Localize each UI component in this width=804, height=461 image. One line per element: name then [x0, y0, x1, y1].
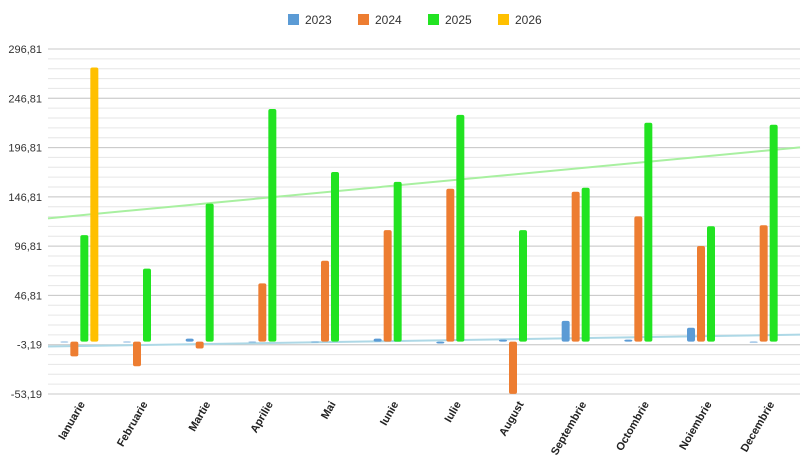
x-tick-label: Martie — [187, 400, 214, 434]
bar-2024-noiembrie — [697, 245, 705, 342]
bar-2025-decembrie — [769, 124, 778, 342]
bar-2024-septembrie — [571, 191, 580, 342]
x-tick-label: Aprilie — [248, 400, 276, 436]
bar-2023-aprilie — [248, 341, 257, 343]
bar-2025-mai — [331, 172, 339, 342]
bar-2023-ianuarie — [60, 341, 69, 343]
legend-label-2025: 2025 — [445, 13, 472, 27]
x-tick-label: Octombrie — [614, 400, 652, 454]
bar-2023-martie — [185, 338, 194, 342]
bar-2025-august — [519, 230, 527, 342]
x-tick-label: Noiembrie — [677, 400, 714, 453]
bar-2024-aprilie — [258, 283, 267, 342]
y-tick-label: -53,19 — [11, 389, 42, 401]
bar-2024-decembrie — [759, 225, 768, 342]
bar-2024-august — [509, 341, 517, 394]
trendline-2025 — [47, 146, 801, 220]
bar-2023-octombrie — [624, 339, 633, 342]
bar-2023-decembrie — [749, 341, 758, 343]
y-tick-label: 96,81 — [14, 241, 42, 253]
bar-2025-ianuarie — [80, 235, 89, 342]
bar-2024-ianuarie — [70, 341, 79, 357]
bar-2025-iunie — [393, 181, 402, 342]
x-tick-label: Decembrie — [739, 400, 778, 455]
y-tick-label: 46,81 — [14, 290, 42, 302]
bar-2023-august — [499, 339, 507, 342]
bar-2024-februarie — [133, 341, 141, 367]
bar-2026-ianuarie — [90, 67, 99, 342]
bar-2023-septembrie — [561, 320, 570, 342]
bar-2025-octombrie — [644, 122, 653, 342]
bar-2023-noiembrie — [687, 327, 695, 342]
y-tick-label: -3,19 — [17, 340, 42, 352]
x-tick-label: Ianuarie — [56, 400, 87, 443]
x-tick-label: Februarie — [115, 400, 150, 449]
y-tick-label: 146,81 — [8, 192, 42, 204]
bar-2025-februarie — [143, 268, 151, 342]
legend-swatch-2026 — [498, 14, 509, 25]
x-axis: Ianuarie Februarie Martie Aprilie Mai Iunie Iu… — [56, 399, 777, 457]
legend-label-2023: 2023 — [305, 13, 332, 27]
x-tick-label: Septembrie — [549, 400, 589, 458]
legend-swatch-2025 — [428, 14, 439, 25]
bar-2024-mai — [321, 260, 329, 342]
bar-2024-iunie — [383, 230, 392, 342]
bar-2024-octombrie — [634, 216, 643, 342]
grid-lines — [48, 48, 800, 395]
bar-2025-aprilie — [268, 108, 277, 342]
bar-2023-iunie — [373, 338, 382, 342]
y-tick-label: 196,81 — [8, 143, 42, 155]
bar-2025-martie — [205, 203, 214, 342]
y-tick-label: 296,81 — [8, 44, 42, 56]
bar-2023-februarie — [123, 341, 131, 343]
trendline-2023 — [47, 333, 801, 348]
legend-swatch-2023 — [288, 14, 299, 25]
y-axis: 296,81 246,81 196,81 146,81 96,81 46,81 -3,19 -… — [8, 44, 42, 401]
y-tick-label: 246,81 — [8, 93, 42, 105]
bar-2025-noiembrie — [707, 226, 715, 342]
bar-2024-iulie — [446, 188, 455, 342]
bar-2023-mai — [311, 341, 319, 343]
legend-swatch-2024 — [358, 14, 369, 25]
bars — [60, 67, 778, 394]
legend: 2023 2024 2025 2026 — [288, 13, 542, 27]
bar-2025-septembrie — [581, 187, 590, 342]
trendlines — [47, 146, 801, 348]
bar-2025-iulie — [456, 114, 465, 342]
bar-2023-iulie — [436, 341, 445, 344]
legend-label-2026: 2026 — [515, 13, 542, 27]
x-tick-label: August — [497, 399, 527, 438]
legend-label-2024: 2024 — [375, 13, 402, 27]
x-tick-label: Iunie — [378, 400, 401, 428]
x-tick-label: Mai — [319, 400, 339, 422]
bar-2024-martie — [195, 341, 204, 349]
x-tick-label: Iulie — [443, 400, 464, 425]
